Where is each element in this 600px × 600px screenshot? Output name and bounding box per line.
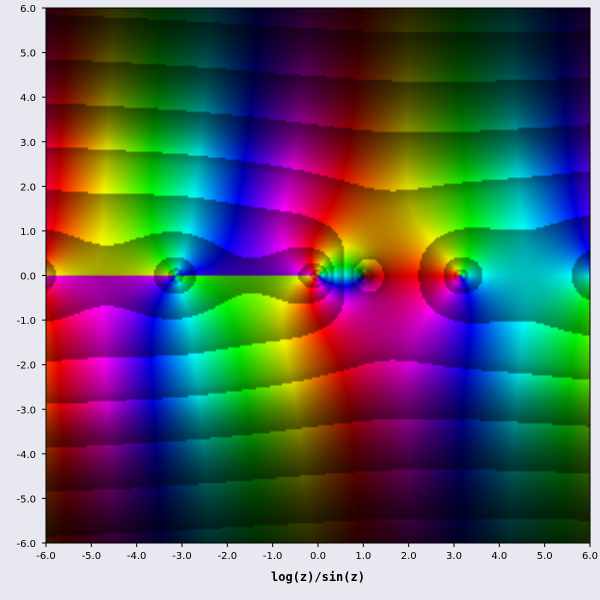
x-tick-label: -4.0 xyxy=(127,551,147,562)
y-tick-label: 3.0 xyxy=(20,138,36,149)
y-tick-label: 2.0 xyxy=(20,182,36,193)
y-tick-label: -4.0 xyxy=(16,450,36,461)
x-axis-title: log(z)/sin(z) xyxy=(271,570,365,584)
y-tick-label: 6.0 xyxy=(20,4,36,15)
y-tick-label: -3.0 xyxy=(16,405,36,416)
x-tick-label: 1.0 xyxy=(355,551,371,562)
x-tick-label: -3.0 xyxy=(172,551,192,562)
x-tick-label: 6.0 xyxy=(582,551,598,562)
y-tick-label: 1.0 xyxy=(20,227,36,238)
y-tick-label: -5.0 xyxy=(16,494,36,505)
x-tick-label: -2.0 xyxy=(218,551,238,562)
y-tick-label: 5.0 xyxy=(20,49,36,60)
x-tick-label: 3.0 xyxy=(446,551,462,562)
x-tick-label: 2.0 xyxy=(401,551,417,562)
x-tick-label: -1.0 xyxy=(263,551,283,562)
y-tick-label: 4.0 xyxy=(20,93,36,104)
y-axis-ticks: 6.0 5.0 4.0 3.0 2.0 1.0 0.0 -1.0 -2.0 -3.0 -4.0 -5.… xyxy=(16,4,46,550)
y-tick-label: -6.0 xyxy=(16,539,36,550)
x-tick-label: -6.0 xyxy=(36,551,56,562)
x-tick-label: 4.0 xyxy=(491,551,507,562)
domain-coloring-heatmap xyxy=(46,8,590,543)
x-axis-ticks: -6.0 -5.0 -4.0 -3.0 -2.0 -1.0 0.0 1.0 2.0 3.0 4.0 5… xyxy=(36,543,598,562)
y-tick-label: -2.0 xyxy=(16,361,36,372)
y-tick-label: -1.0 xyxy=(16,316,36,327)
x-tick-label: -5.0 xyxy=(82,551,102,562)
y-tick-label: 0.0 xyxy=(20,272,36,283)
plot-area xyxy=(45,7,591,544)
x-tick-label: 5.0 xyxy=(537,551,553,562)
x-tick-label: 0.0 xyxy=(310,551,326,562)
